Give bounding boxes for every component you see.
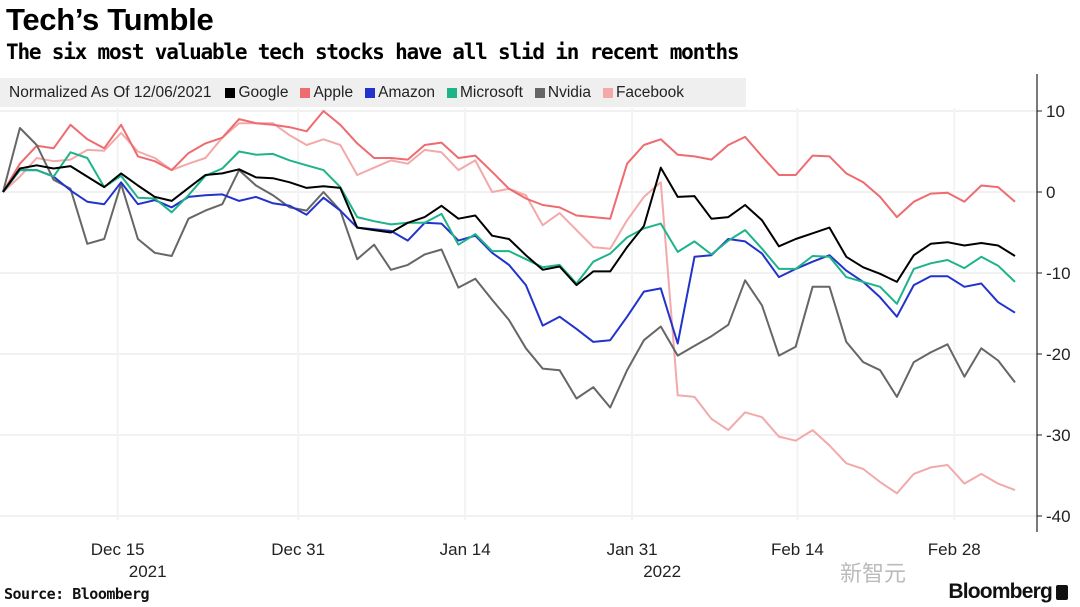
x-tick-label: Dec 31 xyxy=(271,540,325,559)
y-tick-label: -20 xyxy=(1046,345,1071,364)
chart-subtitle: The six most valuable tech stocks have a… xyxy=(6,40,740,64)
legend-item-microsoft: Microsoft xyxy=(447,84,523,102)
series-line-amazon xyxy=(2,169,1016,345)
x-tick-label: Dec 15 xyxy=(91,540,145,559)
legend-label: Facebook xyxy=(615,83,685,101)
y-tick-label: 0 xyxy=(1046,183,1055,202)
x-year-label: 2022 xyxy=(643,562,681,581)
series-line-google xyxy=(2,164,1016,287)
legend-note: Normalized As Of 12/06/2021 xyxy=(9,83,212,101)
legend-item-google: Google xyxy=(225,84,288,102)
bloomberg-terminal-icon xyxy=(1056,585,1068,600)
legend-swatch xyxy=(225,87,236,98)
series-line-microsoft xyxy=(2,150,1016,305)
y-tick-label: -10 xyxy=(1046,264,1071,283)
legend-item-facebook: Facebook xyxy=(602,83,685,102)
gridlines xyxy=(0,108,1037,520)
y-axis: 10 0 -10 -20 -30 -40 xyxy=(1036,74,1071,532)
y-tick-label: -30 xyxy=(1046,426,1071,445)
chart-title: Tech’s Tumble xyxy=(6,2,214,37)
bloomberg-logo: Bloomberg xyxy=(948,580,1052,603)
x-tick-label: Jan 14 xyxy=(440,540,491,559)
legend-label: Apple xyxy=(313,83,354,101)
legend-swatch xyxy=(365,87,376,98)
legend-label: Google xyxy=(238,83,289,101)
x-tick-label: Jan 31 xyxy=(607,540,658,559)
legend-item-amazon: Amazon xyxy=(365,84,435,102)
watermark: 新智元 xyxy=(840,561,907,586)
legend-item-nvidia: Nvidia xyxy=(534,83,591,102)
legend-item-apple: Apple xyxy=(300,84,353,102)
series-line-facebook xyxy=(2,122,1016,495)
x-tick-label: Feb 28 xyxy=(928,540,981,559)
x-tick-label: Feb 14 xyxy=(771,540,824,559)
legend-label: Amazon xyxy=(378,83,435,101)
x-axis: Dec 15 2021 Dec 31 Jan 14 Jan 31 2022 Feb 14 Fe… xyxy=(91,540,981,581)
legend: Normalized As Of 12/06/2021 Google Apple A… xyxy=(0,78,746,107)
legend-swatch xyxy=(602,87,613,98)
legend-swatch xyxy=(300,87,311,98)
legend-swatch xyxy=(534,87,545,98)
series-line-apple xyxy=(2,110,1016,220)
y-tick-label: 10 xyxy=(1046,102,1065,121)
x-year-label: 2021 xyxy=(129,562,167,581)
y-tick-label: -40 xyxy=(1046,507,1071,526)
legend-label: Microsoft xyxy=(460,83,523,101)
legend-items: Google Apple Amazon Microsoft Nvidia Facebook xyxy=(225,84,696,102)
series-lines xyxy=(2,110,1016,495)
series-line-nvidia xyxy=(2,127,1016,409)
legend-swatch xyxy=(447,87,457,98)
legend-label: Nvidia xyxy=(547,83,591,101)
source-label: Source: Bloomberg xyxy=(4,585,150,603)
